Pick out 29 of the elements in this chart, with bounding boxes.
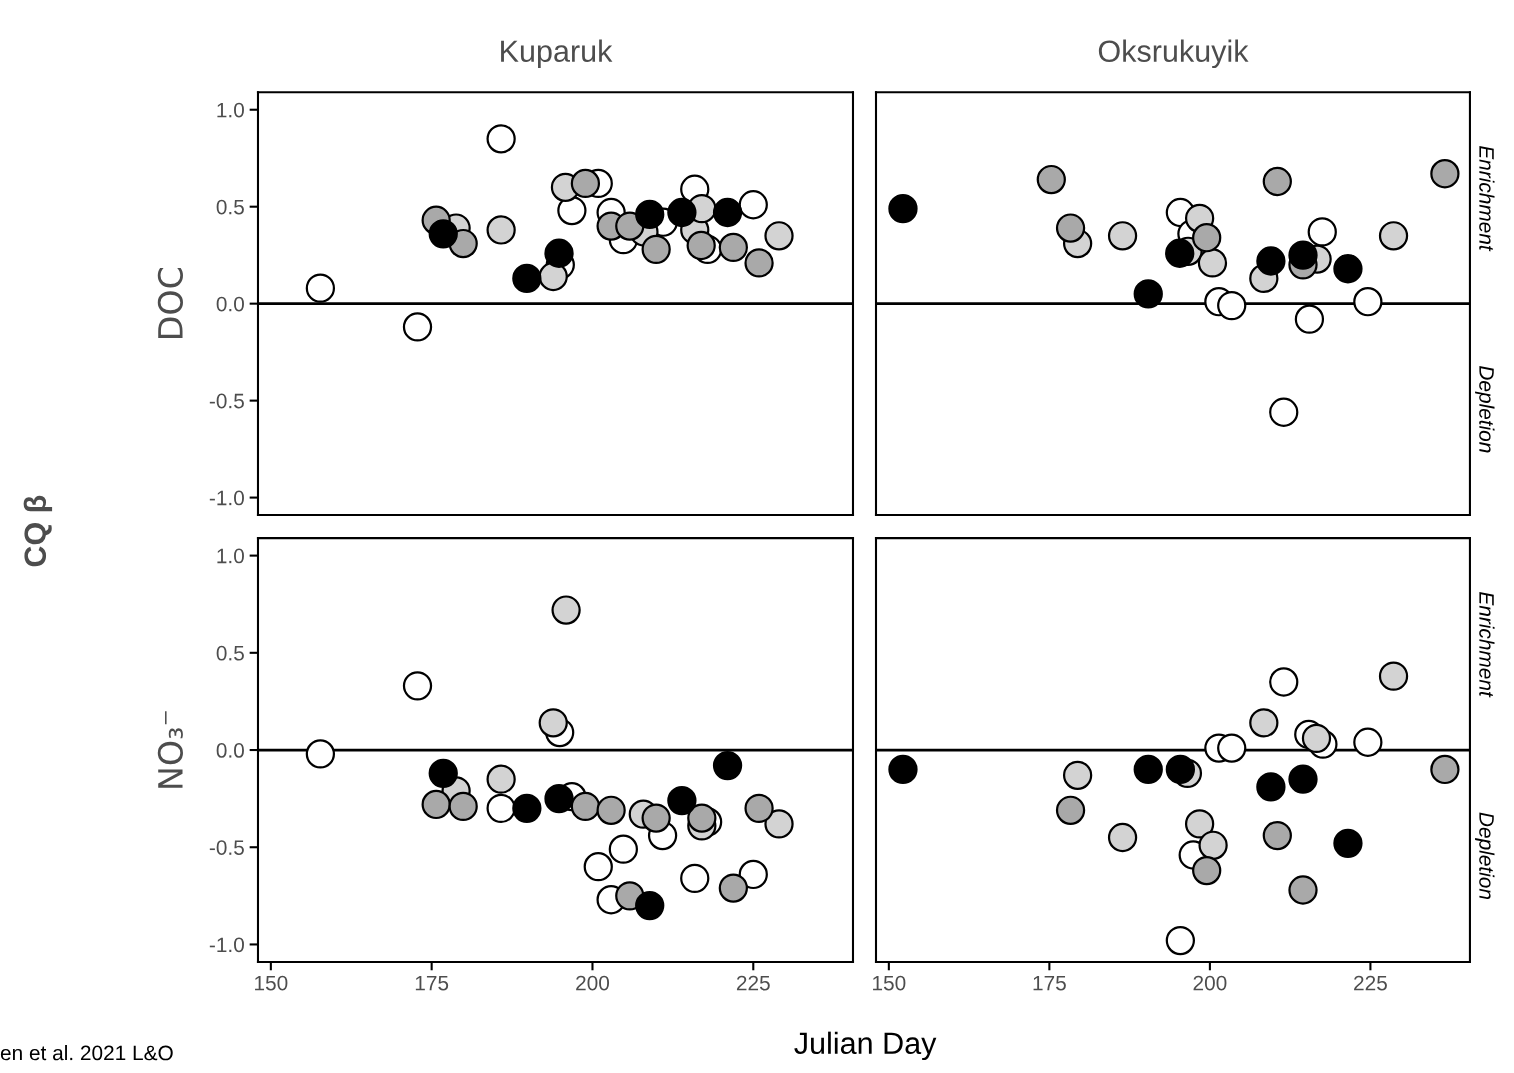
text: Depletion xyxy=(1475,812,1495,900)
y-tick-label: 0.5 xyxy=(216,199,244,215)
y-tick-label: 1.0 xyxy=(217,548,244,564)
text: Enrichment xyxy=(1479,592,1495,698)
text: Enrichment xyxy=(1479,145,1495,252)
x-tick-label: 150 xyxy=(255,975,288,991)
x-tick-label: 175 xyxy=(415,975,449,991)
y-tick-label: -0.5 xyxy=(209,393,244,409)
y-tick-label: -0.5 xyxy=(209,840,244,855)
chart-title: Oksrukuyik xyxy=(1098,39,1249,69)
x-tick-label: 225 xyxy=(736,975,770,991)
y-axis-title: NO₃⁻ xyxy=(157,711,183,788)
y-axis-title: DOC xyxy=(157,267,183,338)
text: Depletion xyxy=(1475,365,1495,453)
y-tick-label: -1.0 xyxy=(209,937,244,953)
x-tick-label: 225 xyxy=(1354,975,1387,991)
y-tick-label: 0.0 xyxy=(216,296,244,312)
y-tick-label: 1.0 xyxy=(217,102,244,118)
x-tick-label: 200 xyxy=(1193,975,1227,991)
x-tick-label: 175 xyxy=(1033,975,1066,991)
y-tick-label: 0.5 xyxy=(216,645,244,661)
x-axis-title: Julian Day xyxy=(794,1031,937,1061)
chart-title: Kuparuk xyxy=(501,39,613,69)
y-tick-label: 0.0 xyxy=(216,743,244,758)
y-tick-label: -1.0 xyxy=(209,490,244,506)
x-tick-label: 150 xyxy=(873,975,906,991)
text: en et al. 2021 L&O xyxy=(0,1045,173,1061)
x-tick-label: 200 xyxy=(576,975,610,991)
text: CQ β xyxy=(23,495,53,567)
